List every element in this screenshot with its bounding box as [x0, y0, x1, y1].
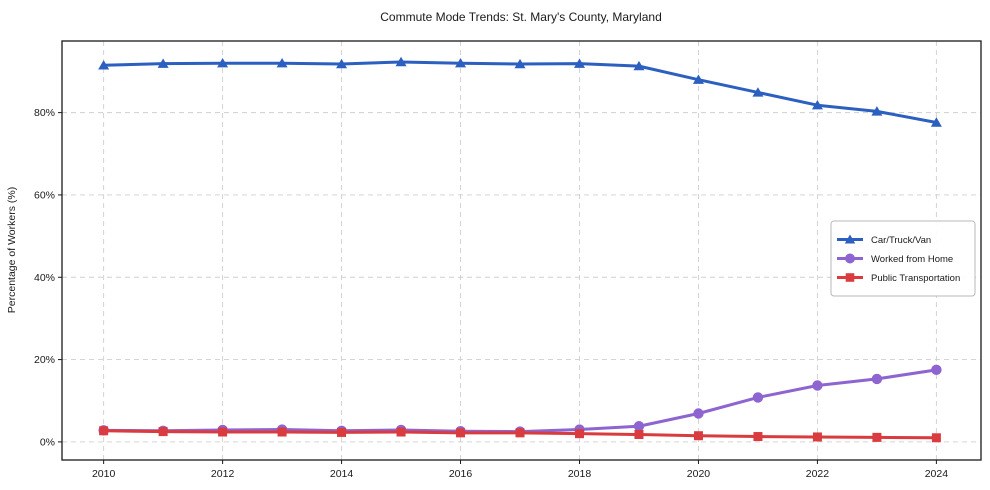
marker-worked-from-home-2019 [633, 421, 645, 432]
x-tick-label-2014: 2014 [330, 468, 354, 480]
marker-car-truck-van-2021 [752, 87, 764, 97]
marker-public-transportation-2010 [99, 426, 109, 436]
y-axis-label: Percentage of Workers (%) [6, 187, 18, 313]
marker-worked-from-home-2023 [871, 373, 883, 385]
legend-marker-worked-from-home [845, 253, 855, 264]
marker-car-truck-van-2024 [930, 117, 942, 127]
legend: Car/Truck/Van Worked from Home Public Tran… [830, 220, 976, 297]
marker-public-transportation-2015 [396, 427, 406, 437]
x-tick-label-2024: 2024 [925, 468, 949, 480]
marker-public-transportation-2012 [218, 427, 228, 437]
y-tick-label-0: 0% [40, 436, 55, 448]
axis-ticks: 2010 2012 2014 2016 2018 2020 2022 2024 0% 20% 40%… [34, 107, 948, 480]
marker-public-transportation-2019 [634, 429, 644, 439]
marker-car-truck-van-2018 [573, 58, 585, 68]
x-tick-label-2016: 2016 [449, 468, 473, 480]
marker-car-truck-van-2013 [276, 58, 288, 68]
marker-public-transportation-2021 [753, 432, 763, 442]
y-tick-label-80: 80% [34, 107, 55, 119]
marker-car-truck-van-2012 [217, 58, 229, 68]
legend-marker-public-transportation [845, 273, 855, 282]
x-tick-label-2012: 2012 [211, 468, 235, 480]
y-tick-label-20: 20% [34, 354, 55, 366]
marker-worked-from-home-2024 [931, 364, 942, 376]
marker-car-truck-van-2011 [157, 58, 169, 68]
y-tick-label-40: 40% [34, 272, 55, 284]
marker-public-transportation-2017 [515, 428, 525, 438]
marker-car-truck-van-2023 [871, 106, 883, 116]
marker-car-truck-van-2022 [811, 100, 823, 110]
marker-public-transportation-2022 [812, 432, 822, 442]
marker-public-transportation-2011 [158, 427, 168, 437]
marker-car-truck-van-2010 [98, 60, 110, 70]
marker-car-truck-van-2015 [395, 56, 407, 67]
x-tick-label-2022: 2022 [806, 468, 830, 480]
plot-frame [61, 40, 982, 461]
series-public-transportation [99, 426, 941, 443]
chart-title: Commute Mode Trends: St. Mary's County, … [380, 10, 662, 24]
marker-car-truck-van-2017 [514, 58, 526, 69]
marker-public-transportation-2014 [337, 427, 347, 437]
marker-car-truck-van-2016 [455, 58, 467, 68]
gridlines [62, 41, 981, 460]
series-line-car-truck-van [102, 60, 938, 124]
marker-public-transportation-2016 [456, 428, 466, 438]
series-worked-from-home [98, 364, 942, 437]
marker-worked-from-home-2021 [752, 392, 764, 403]
legend-marker-car-truck-van [844, 234, 856, 244]
marker-public-transportation-2013 [277, 427, 287, 437]
x-tick-label-2018: 2018 [568, 468, 592, 480]
legend-item-public-transportation: Public Transportation [837, 273, 960, 284]
marker-car-truck-van-2019 [633, 60, 645, 71]
data-series [98, 56, 942, 443]
legend-label-car-truck-van: Car/Truck/Van [871, 235, 931, 246]
x-tick-label-2020: 2020 [687, 468, 711, 480]
legend-item-worked-from-home: Worked from Home [837, 253, 953, 265]
series-car-truck-van [98, 56, 942, 127]
marker-car-truck-van-2014 [336, 58, 348, 69]
marker-public-transportation-2023 [872, 432, 882, 442]
marker-car-truck-van-2020 [692, 74, 704, 84]
series-line-worked-from-home [102, 368, 938, 434]
legend-box [830, 220, 976, 297]
legend-label-worked-from-home: Worked from Home [871, 254, 953, 265]
y-tick-label-60: 60% [34, 189, 55, 201]
x-tick-label-2010: 2010 [92, 468, 116, 480]
legend-label-public-transportation: Public Transportation [871, 273, 960, 284]
marker-worked-from-home-2022 [812, 380, 823, 391]
marker-public-transportation-2024 [931, 433, 941, 443]
marker-worked-from-home-2020 [693, 408, 704, 419]
legend-item-car-truck-van: Car/Truck/Van [837, 234, 931, 246]
marker-public-transportation-2018 [574, 429, 584, 439]
marker-public-transportation-2020 [693, 431, 703, 441]
